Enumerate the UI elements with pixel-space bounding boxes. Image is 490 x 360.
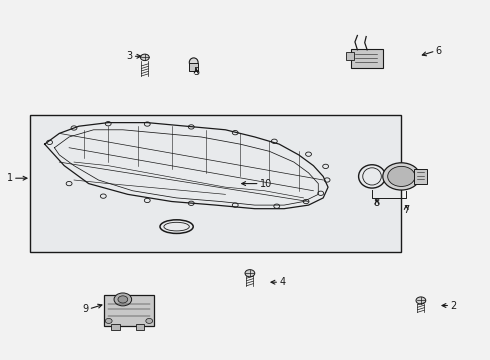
Text: 1: 1 xyxy=(7,173,13,183)
FancyBboxPatch shape xyxy=(111,324,120,330)
Circle shape xyxy=(146,319,153,323)
Text: 3: 3 xyxy=(126,51,133,61)
Ellipse shape xyxy=(160,220,193,233)
Circle shape xyxy=(118,296,128,303)
Text: 2: 2 xyxy=(450,301,457,311)
FancyBboxPatch shape xyxy=(351,49,383,68)
FancyBboxPatch shape xyxy=(136,324,145,330)
Text: 8: 8 xyxy=(374,198,380,208)
Circle shape xyxy=(105,319,112,323)
Circle shape xyxy=(383,163,420,190)
Text: 6: 6 xyxy=(436,46,441,56)
Circle shape xyxy=(388,166,415,186)
Circle shape xyxy=(245,270,255,277)
Bar xyxy=(30,116,401,252)
Ellipse shape xyxy=(164,222,189,231)
FancyBboxPatch shape xyxy=(346,52,354,60)
Ellipse shape xyxy=(189,58,198,67)
Text: 4: 4 xyxy=(279,277,285,287)
Text: 5: 5 xyxy=(193,67,199,77)
FancyBboxPatch shape xyxy=(189,63,198,71)
Ellipse shape xyxy=(363,168,381,185)
Circle shape xyxy=(416,297,426,304)
Text: 7: 7 xyxy=(403,206,409,216)
Circle shape xyxy=(141,54,149,60)
Text: 10: 10 xyxy=(260,179,272,189)
Circle shape xyxy=(114,293,132,306)
Text: 9: 9 xyxy=(82,304,89,314)
FancyBboxPatch shape xyxy=(414,169,427,184)
Ellipse shape xyxy=(359,165,386,188)
FancyBboxPatch shape xyxy=(104,296,154,326)
